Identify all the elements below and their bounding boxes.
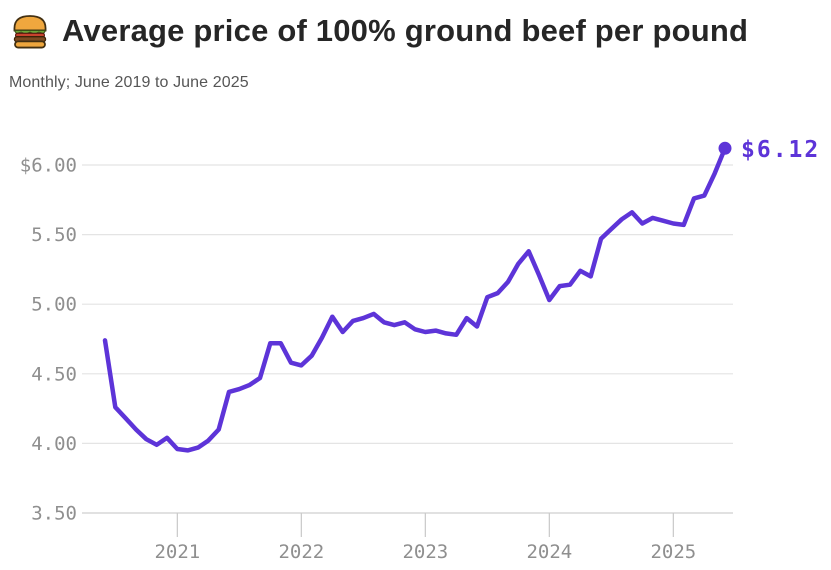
x-axis-label: 2023 <box>402 541 448 563</box>
y-axis-label: $6.00 <box>20 155 77 177</box>
x-axis-label: 2021 <box>154 541 200 563</box>
latest-price-label: $6.12 <box>741 137 820 163</box>
x-axis-label: 2022 <box>278 541 324 563</box>
burger-emoji-icon <box>13 15 47 49</box>
x-axis-ticks-and-labels: 2021 2022 2023 2024 2025 <box>154 513 696 563</box>
y-axis-labels: $6.00 5.50 5.00 4.50 4.00 3.50 <box>20 155 77 525</box>
y-axis-label: 4.50 <box>31 363 77 385</box>
y-axis-label: 4.00 <box>31 433 77 455</box>
chart-title: Average price of 100% ground beef per po… <box>62 13 749 48</box>
x-axis-label: 2025 <box>650 541 696 563</box>
latest-point-dot <box>718 141 732 155</box>
price-line <box>102 146 728 453</box>
y-axis-label: 3.50 <box>31 503 77 525</box>
y-axis-label: 5.00 <box>31 294 77 316</box>
y-axis-label: 5.50 <box>31 224 77 246</box>
x-axis-label: 2024 <box>526 541 572 563</box>
chart-header: Average price of 100% ground beef per po… <box>10 12 825 50</box>
chart-subtitle: Monthly; June 2019 to June 2025 <box>9 74 249 91</box>
gridlines <box>82 164 733 514</box>
